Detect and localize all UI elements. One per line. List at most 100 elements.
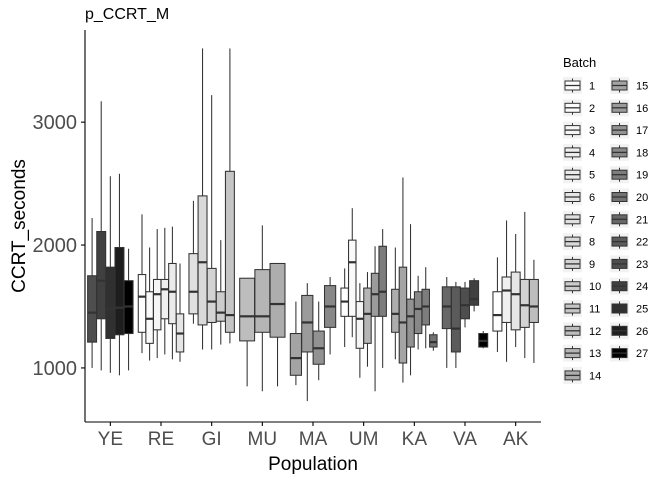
box-MU-batch-14 [269,262,286,387]
box-RE-batch-1 [137,214,147,354]
box-MA-batch-17 [312,301,325,381]
box-body [510,271,521,331]
box-body [378,245,387,317]
legend-label: 13 [589,348,601,360]
box-AK-batch-12 [528,259,539,364]
legend-item-batch-6: 6 [563,188,595,206]
box-RE-batch-2 [145,247,154,361]
legend-item-batch-21: 21 [610,210,648,228]
legend-title: Batch [563,55,596,70]
box-body [206,267,217,323]
box-KA-batch-20 [429,332,438,351]
box-VA-batch-24 [469,278,480,312]
y-axis-label: CCRT_seconds [9,159,30,293]
legend-label: 12 [589,326,601,338]
legend-item-batch-4: 4 [563,143,595,161]
legend-item-batch-16: 16 [610,99,648,117]
plot-area [87,48,539,402]
legend-item-batch-17: 17 [610,121,648,139]
box-KA-batch-15 [398,177,408,383]
box-YE-batch-23 [87,218,98,368]
box-body [355,301,365,349]
legend-label: 14 [589,370,601,382]
legend-item-batch-23: 23 [610,255,648,273]
box-body [363,287,372,344]
legend-label: 25 [636,304,648,316]
box-body [429,334,438,348]
box-UM-batch-3 [355,283,365,378]
legend-item-batch-15: 15 [610,77,648,94]
legend-label: 11 [589,304,600,316]
box-body [114,246,125,336]
box-MU-batch-12 [239,277,256,387]
legend-label: 2 [589,103,595,115]
box-body [406,298,415,348]
x-tick-label: VA [453,429,477,450]
legend-label: 15 [636,81,648,93]
box-VA-batch-23 [460,281,470,328]
box-KA-batch-17 [406,224,415,376]
box-body [450,286,461,353]
box-VA-batch-27 [478,331,489,349]
box-GI-batch-7 [188,200,199,324]
y-tick-label: 1000 [33,358,78,380]
box-body [239,277,256,342]
x-tick-label: AK [503,429,529,450]
box-UM-batch-13 [363,272,372,367]
legend-label: 20 [636,192,648,204]
y-axis-ticks: 1000 2000 3000 [33,112,85,380]
x-tick-label: KA [402,429,428,450]
legend-label: 17 [636,125,648,137]
legend-label: 6 [589,192,595,204]
box-YE-batch-24 [96,101,107,371]
box-body [501,276,512,323]
legend-item-batch-22: 22 [610,233,648,251]
box-body [398,266,408,364]
box-body [492,291,503,332]
box-body [137,274,147,333]
box-UM-batch-2 [348,208,357,338]
legend-item-batch-12: 12 [563,322,601,340]
legend-item-batch-3: 3 [563,121,595,139]
y-tick-label: 3000 [33,112,78,134]
box-body [469,280,480,306]
box-body [269,262,286,338]
legend-label: 26 [636,326,648,338]
legend-item-batch-10: 10 [563,277,601,295]
box-KA-batch-14 [391,247,400,360]
box-KA-batch-19 [421,267,430,349]
box-GI-batch-10 [215,240,226,345]
box-body [254,269,271,333]
legend-label: 4 [589,147,595,159]
x-tick-label: GI [202,429,222,450]
box-GI-batch-9 [206,95,217,350]
legend-label: 27 [636,348,648,360]
box-KA-batch-18 [413,275,423,350]
x-tick-label: UM [349,429,379,450]
box-body [289,332,303,376]
x-tick-label: MU [248,429,278,450]
legend-item-batch-19: 19 [610,166,648,184]
box-YE-batch-26 [114,173,125,376]
box-body [96,231,107,320]
box-body [105,266,116,339]
legend-item-batch-8: 8 [563,233,595,251]
box-body [197,195,208,326]
chart-title: p_CCRT_M [85,6,169,23]
box-MA-batch-16 [301,283,314,402]
box-AK-batch-9 [519,211,530,359]
box-AK-batch-6 [510,233,521,348]
legend-label: 1 [589,81,595,93]
legend-label: 16 [636,103,648,115]
box-RE-batch-6 [175,263,185,362]
box-body [160,278,170,320]
box-UM-batch-16 [370,246,380,392]
legend-item-batch-27: 27 [610,344,648,362]
legend-label: 5 [589,170,595,182]
legend-item-batch-1: 1 [563,77,595,94]
legend-label: 19 [636,170,648,182]
legend-label: 21 [636,214,648,226]
legend-item-batch-24: 24 [610,277,648,295]
